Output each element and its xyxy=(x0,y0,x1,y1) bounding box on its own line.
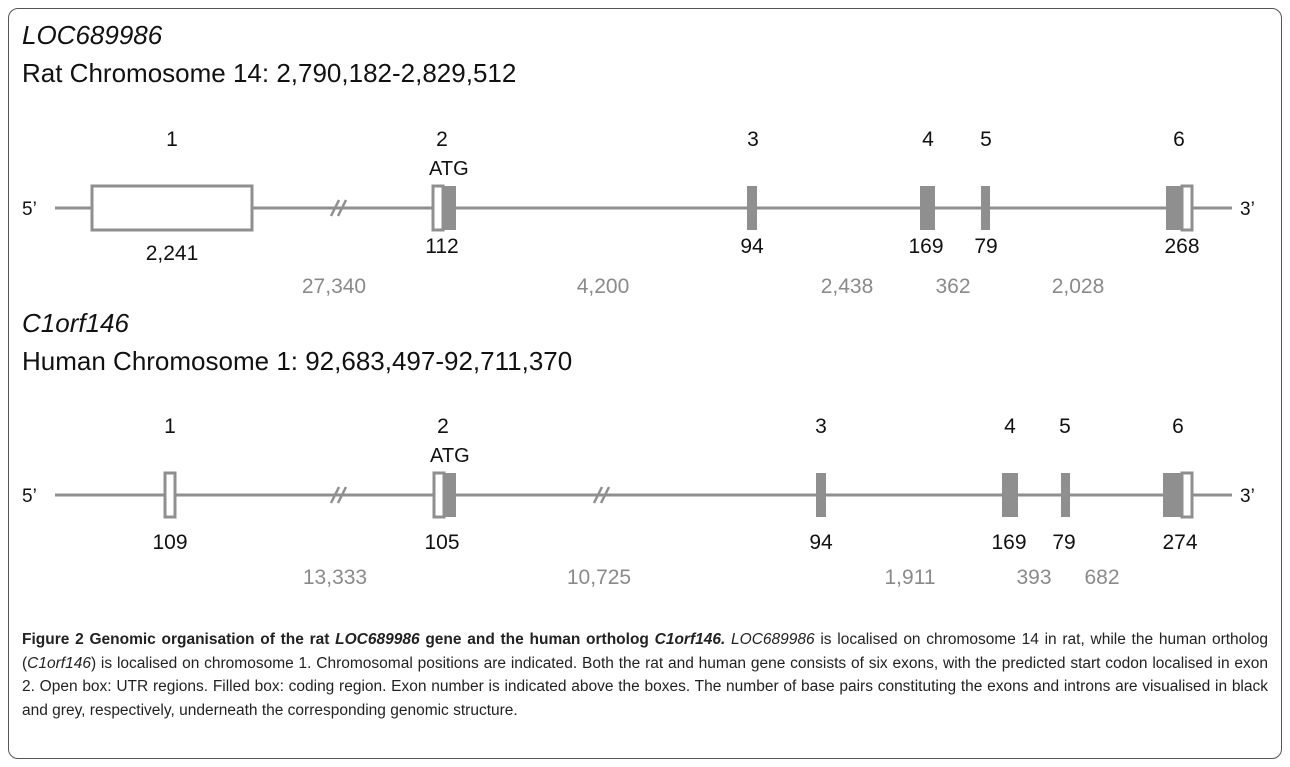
human-exon-5-box xyxy=(1061,473,1070,517)
rat-intron-length: 4,200 xyxy=(577,275,630,298)
human-exon-length: 109 xyxy=(152,531,187,554)
gene-structure-diagram: LOC689986 Rat Chromosome 14: 2,790,182-2… xyxy=(22,20,1255,589)
rat-intron-length: 2,028 xyxy=(1052,275,1105,298)
rat-start-codon-label: ATG xyxy=(429,158,469,180)
rat-exon-length: 79 xyxy=(974,235,997,258)
rat-exon-number: 2 xyxy=(436,128,448,151)
rat-chromosome-label: Rat Chromosome 14: 2,790,182-2,829,512 xyxy=(22,58,516,88)
human-break-mark xyxy=(592,486,611,504)
human-exon-length: 94 xyxy=(809,531,833,554)
rat-exon-4-box xyxy=(920,186,935,230)
caption-body-text: is localised on chromosome 14 in rat, wh… xyxy=(22,631,1268,672)
human-exon-number: 3 xyxy=(815,415,827,438)
caption-figure-label: Figure 2 xyxy=(22,631,84,648)
rat-exon-2-box xyxy=(431,184,456,232)
rat-exon-1-utr-box xyxy=(90,184,254,232)
rat-panel: LOC689986 Rat Chromosome 14: 2,790,182-2… xyxy=(22,20,1255,298)
human-intron-length: 1,911 xyxy=(885,566,936,589)
human-intron-length: 10,725 xyxy=(567,566,631,589)
rat-exon-5-box xyxy=(981,186,990,230)
human-break-mark xyxy=(329,486,348,504)
human-exon-number: 4 xyxy=(1004,415,1016,438)
caption-body-text: ) is localised on chromosome 1. Chromoso… xyxy=(22,654,1268,719)
figure-caption: Figure 2 Genomic organisation of the rat… xyxy=(22,628,1268,722)
human-three-prime-label: 3’ xyxy=(1240,486,1255,507)
human-exon-length: 169 xyxy=(991,531,1026,554)
caption-body-rat-gene: LOC689986 xyxy=(725,631,815,648)
rat-exon-length: 169 xyxy=(908,235,943,258)
human-exon-number: 2 xyxy=(437,415,449,438)
human-intron-length: 393 xyxy=(1016,566,1051,589)
human-exon-3-box xyxy=(816,473,826,517)
rat-five-prime-label: 5’ xyxy=(22,199,37,220)
rat-intron-length: 2,438 xyxy=(821,275,874,298)
human-gene-name: C1orf146 xyxy=(22,308,129,338)
rat-exon-number: 6 xyxy=(1173,128,1185,151)
human-exon-4-box xyxy=(1002,473,1018,517)
rat-exon-number: 1 xyxy=(166,128,178,151)
human-exon-number: 6 xyxy=(1172,415,1184,438)
rat-exon-number: 5 xyxy=(980,128,992,151)
human-five-prime-label: 5’ xyxy=(22,486,37,507)
rat-exon-length: 2,241 xyxy=(146,242,199,265)
rat-intron-length: 27,340 xyxy=(302,275,366,298)
human-chromosome-label: Human Chromosome 1: 92,683,497-92,711,37… xyxy=(22,346,572,376)
rat-exon-3-box xyxy=(747,186,757,230)
human-exon-number: 5 xyxy=(1059,415,1071,438)
rat-break-mark xyxy=(329,199,348,217)
rat-gene-name: LOC689986 xyxy=(22,20,163,50)
caption-body-human-gene: C1orf146 xyxy=(27,654,91,672)
rat-intron-length: 362 xyxy=(935,275,970,298)
rat-exon-6-box xyxy=(1166,184,1194,232)
human-intron-length: 13,333 xyxy=(303,566,367,589)
rat-three-prime-label: 3’ xyxy=(1240,199,1255,220)
rat-exon-length: 112 xyxy=(425,235,458,258)
caption-title-rat-gene: LOC689986 xyxy=(335,631,420,648)
rat-exon-length: 94 xyxy=(740,235,764,258)
human-panel: C1orf146 Human Chromosome 1: 92,683,497-… xyxy=(22,308,1255,589)
human-intron-length: 682 xyxy=(1084,566,1119,589)
human-exon-2-box xyxy=(432,471,456,519)
rat-exon-number: 4 xyxy=(922,128,934,151)
human-exon-length: 274 xyxy=(1162,531,1197,554)
caption-title-part: Genomic organisation of the rat xyxy=(83,631,336,648)
human-exon-length: 105 xyxy=(424,531,459,554)
human-exon-length: 79 xyxy=(1052,531,1075,554)
caption-title-part: gene and the human ortholog xyxy=(419,631,655,648)
human-exon-1-utr-box xyxy=(163,471,177,519)
human-exon-6-box xyxy=(1163,471,1194,519)
rat-exon-number: 3 xyxy=(747,128,759,151)
rat-exon-length: 268 xyxy=(1164,235,1199,258)
human-start-codon-label: ATG xyxy=(430,445,470,467)
caption-title-human-gene: C1orf146. xyxy=(654,631,726,648)
human-exon-number: 1 xyxy=(164,415,176,438)
figure-frame xyxy=(8,8,1282,759)
